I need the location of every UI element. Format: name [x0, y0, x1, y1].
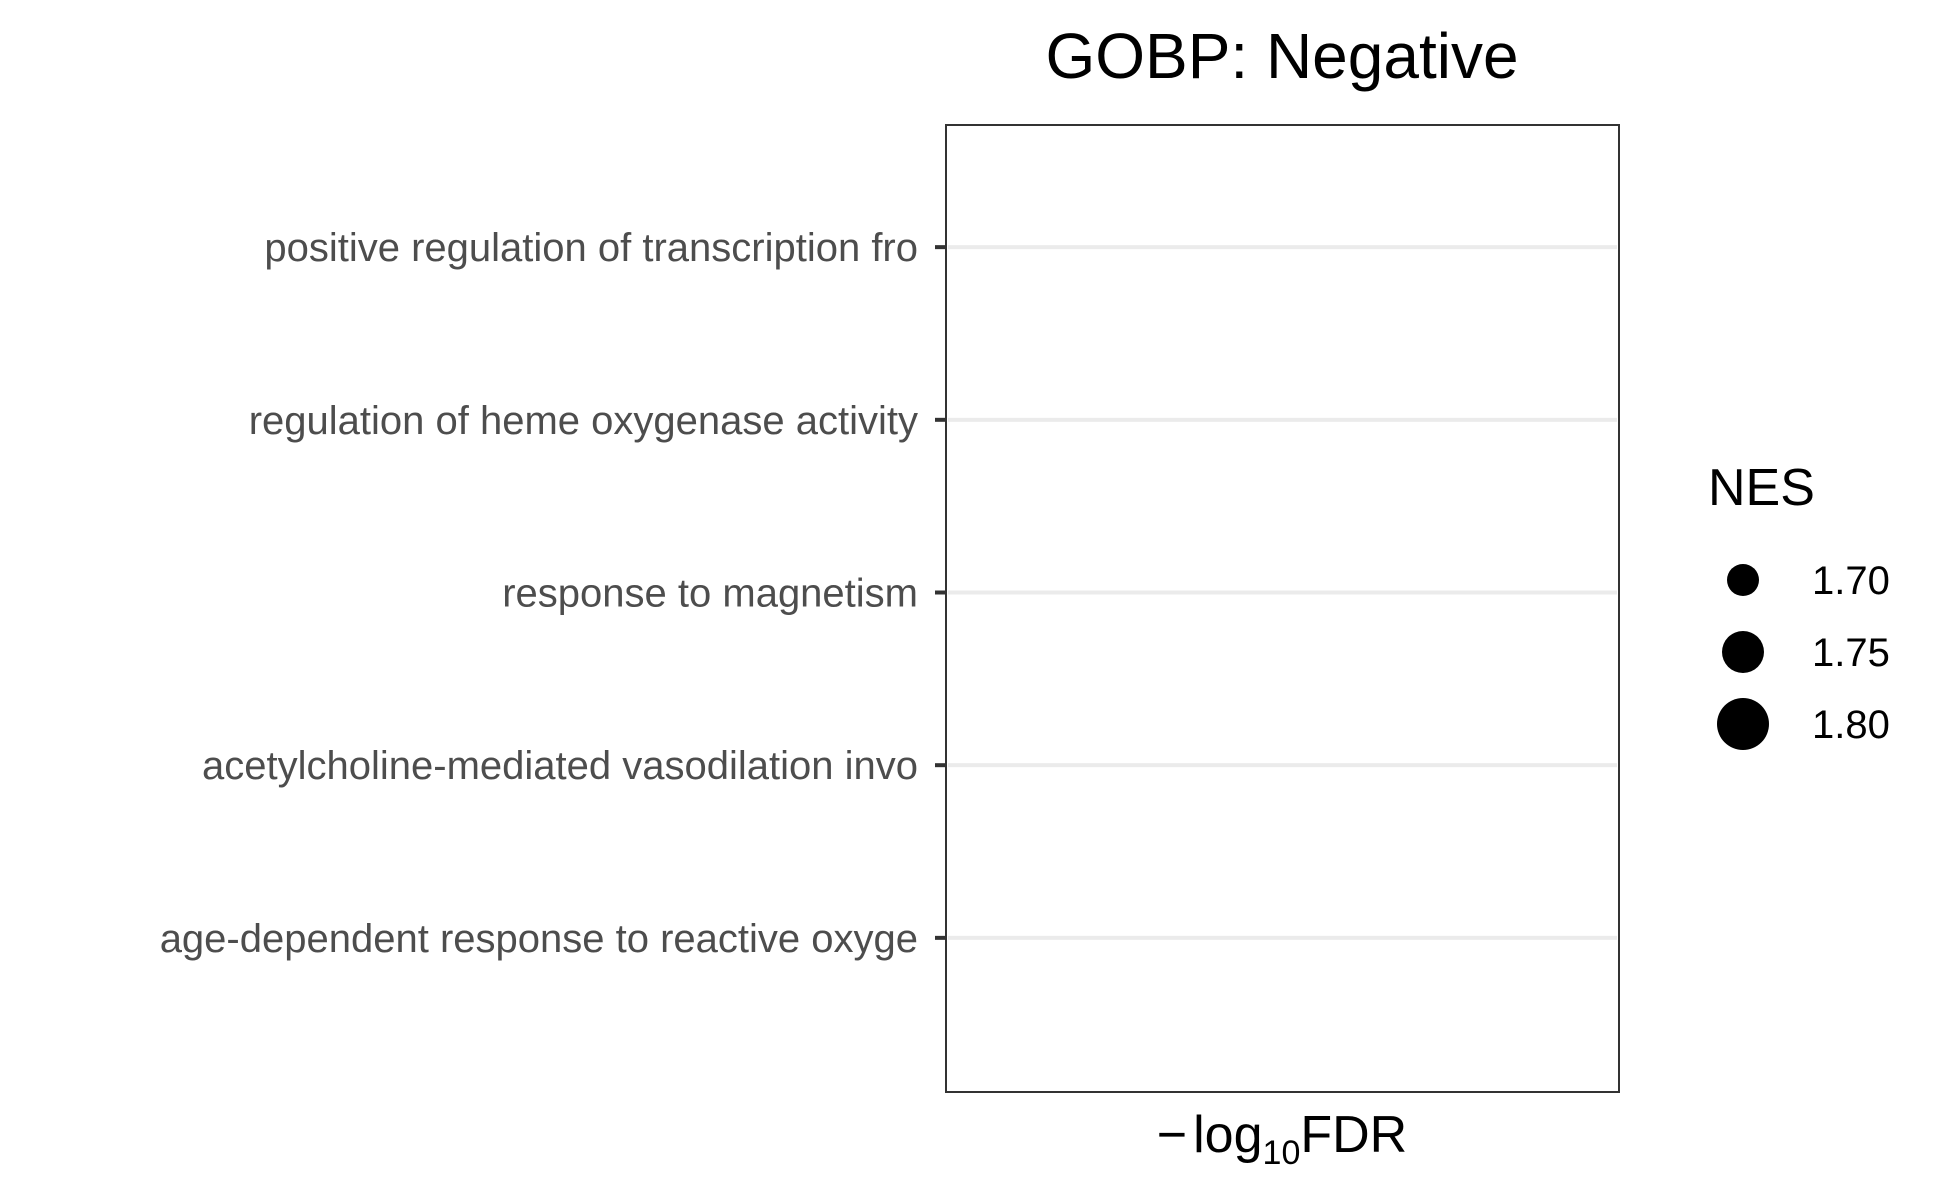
legend-label: 1.80	[1812, 703, 1890, 747]
legend-key-circle	[1717, 698, 1769, 750]
legend-title: NES	[1708, 459, 1815, 517]
y-tick-label: positive regulation of transcription fro	[264, 226, 918, 270]
legend-label: 1.75	[1812, 631, 1890, 675]
x-axis-label-prefix: −	[1157, 1106, 1187, 1164]
x-axis-label-suffix: FDR	[1300, 1106, 1407, 1164]
legend-entries: 1.70 1.75 1.80	[1717, 559, 1890, 750]
legend-label: 1.70	[1812, 559, 1890, 603]
y-tick-label: acetylcholine-mediated vasodilation invo	[202, 744, 918, 788]
y-axis: positive regulation of transcription fro…	[160, 226, 946, 961]
y-tick-label: regulation of heme oxygenase activity	[249, 399, 918, 443]
plot-panel	[945, 124, 1620, 1093]
y-tick-label: response to magnetism	[502, 572, 918, 616]
legend: NES 1.70 1.75 1.80	[1708, 459, 1890, 750]
legend-key-circle	[1727, 564, 1759, 596]
x-axis-label-main: log	[1193, 1106, 1262, 1164]
y-tick-label: age-dependent response to reactive oxyge	[160, 917, 918, 961]
x-axis-label-subscript: 10	[1263, 1134, 1301, 1172]
x-axis-label: − log10FDR	[1157, 1106, 1407, 1172]
chart-title: GOBP: Negative	[1045, 20, 1518, 92]
legend-key-circle	[1722, 631, 1764, 673]
grid-lines	[948, 245, 1617, 940]
